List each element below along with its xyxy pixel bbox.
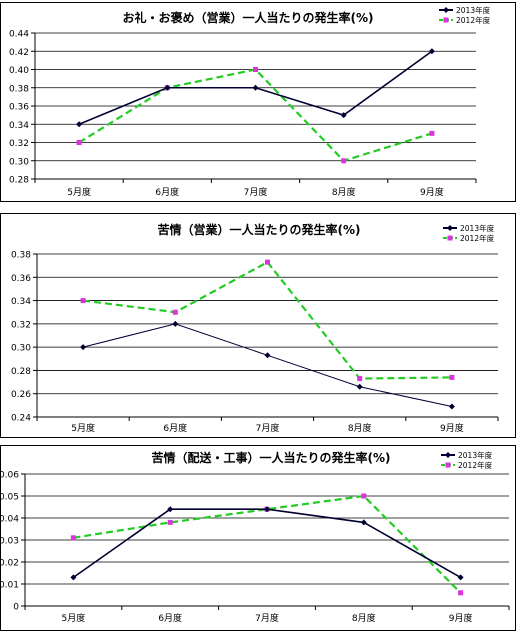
legend-marker: [443, 17, 449, 23]
x-tick-label: 6月度: [155, 186, 179, 198]
legend-label: 2012年度: [458, 460, 493, 470]
y-tick-label: 0.28: [11, 367, 31, 377]
legend-label: 2013年度: [456, 5, 491, 15]
data-point-2012: [76, 140, 82, 145]
data-point-2013: [172, 320, 179, 327]
data-point-2012: [449, 374, 455, 380]
y-tick-label: 0.34: [11, 297, 31, 307]
y-tick-label: 0.28: [9, 176, 29, 186]
data-point-2013: [448, 403, 455, 410]
data-point-2012: [172, 309, 178, 315]
data-point-2012: [265, 259, 270, 265]
legend-label: 2012年度: [456, 15, 491, 25]
y-tick-label: 0.30: [9, 157, 29, 167]
legend-marker: [445, 452, 451, 458]
chart-title: お礼・お褒め（営業）一人当たりの発生率(%): [123, 10, 374, 25]
y-tick-label: 0.32: [11, 320, 31, 330]
x-tick-label: 6月度: [158, 612, 182, 624]
x-tick-label: 5月度: [62, 612, 86, 624]
data-point-2013: [360, 519, 367, 526]
y-tick-label: 0.38: [11, 251, 31, 261]
y-tick-label: 0.05: [1, 493, 19, 503]
chart-2: 苦情（営業）一人当たりの発生率(%) 0.24 0.26 0.28 0.30 0.32 0.…: [11, 222, 499, 434]
x-tick-label: 5月度: [67, 186, 91, 198]
data-point-2013: [457, 574, 464, 581]
legend-label: 2013年度: [460, 223, 495, 233]
x-tick-label: 9月度: [420, 186, 444, 198]
series-line-2013: [72, 508, 461, 579]
data-point-2012: [357, 376, 363, 382]
y-tick-label: 0.02: [1, 559, 19, 569]
chart-1: お礼・お褒め（営業）一人当たりの発生率(%) 0.28 0.30 0.32 0.34 0.…: [9, 5, 491, 198]
y-tick-label: 0.24: [11, 414, 31, 424]
series-line-2012: [78, 68, 433, 163]
y-tick-label: 0.44: [9, 30, 29, 40]
data-point-2013: [70, 574, 77, 581]
data-point-2012: [458, 590, 464, 596]
legend-label: 2012年度: [460, 233, 495, 243]
x-tick-label: 6月度: [163, 422, 187, 434]
data-point-2013: [80, 344, 87, 351]
y-tick-label: 0.38: [9, 84, 29, 94]
chart-panel-2: 苦情（営業）一人当たりの発生率(%) 0.24 0.26 0.28 0.30 0.32 0.…: [0, 213, 516, 438]
y-tick-label: 0.30: [11, 344, 31, 354]
chart-panel-1: お礼・お褒め（営業）一人当たりの発生率(%) 0.28 0.30 0.32 0.34 0.…: [0, 2, 516, 202]
legend-label: 2013年度: [458, 450, 493, 460]
series-line-2012: [82, 260, 452, 380]
y-tick-label: 0.26: [11, 390, 31, 400]
legend-marker: [447, 225, 453, 231]
data-point-2012: [70, 535, 76, 541]
data-point-2013: [164, 84, 171, 91]
data-point-2013: [76, 121, 83, 128]
y-tick-label: 0.06: [1, 471, 19, 481]
data-point-2013: [167, 506, 174, 513]
data-point-2012: [80, 298, 86, 304]
y-tick-label: 0.01: [1, 581, 19, 591]
y-tick-label: 0.36: [9, 103, 29, 113]
y-tick-label: 0.42: [9, 48, 29, 58]
x-tick-label: 8月度: [332, 186, 356, 198]
x-tick-label: 5月度: [71, 422, 95, 434]
x-tick-label: 8月度: [348, 422, 372, 434]
y-tick-label: 0.40: [9, 66, 29, 76]
data-point-2013: [356, 383, 363, 390]
data-point-2012: [341, 158, 347, 164]
data-point-2012: [167, 519, 173, 525]
y-tick-label: 0.32: [9, 139, 29, 149]
data-point-2012: [429, 130, 435, 136]
legend-marker: [447, 235, 453, 241]
chart-panel-3: 苦情（配送・工事）一人当たりの発生率(%) 0 0.01 0.02 0.03 0.04 0.…: [0, 445, 516, 631]
data-point-2013: [264, 506, 270, 513]
x-tick-label: 8月度: [352, 612, 376, 624]
data-point-2012: [361, 493, 367, 499]
chart-title: 苦情（配送・工事）一人当たりの発生率(%): [152, 450, 391, 465]
x-tick-label: 9月度: [440, 422, 464, 434]
x-tick-label: 7月度: [255, 612, 279, 624]
data-point-2013: [264, 352, 271, 359]
data-point-2013: [252, 84, 259, 91]
x-tick-label: 9月度: [449, 612, 473, 624]
legend-marker: [443, 7, 449, 13]
series-line-2013: [82, 323, 453, 408]
y-tick-label: 0.04: [1, 515, 19, 525]
y-tick-label: 0.03: [1, 537, 19, 547]
chart-title: 苦情（営業）一人当たりの発生率(%): [158, 222, 361, 237]
data-point-2013: [340, 112, 347, 119]
data-point-2013: [428, 48, 435, 55]
legend-marker: [445, 462, 451, 468]
chart-3: 苦情（配送・工事）一人当たりの発生率(%) 0 0.01 0.02 0.03 0.04 0.…: [1, 450, 510, 624]
x-tick-label: 7月度: [256, 422, 280, 434]
y-tick-label: 0: [13, 603, 19, 613]
x-tick-label: 7月度: [244, 186, 268, 198]
y-tick-label: 0.34: [9, 121, 29, 131]
data-point-2012: [253, 67, 258, 72]
y-tick-label: 0.36: [11, 274, 31, 284]
